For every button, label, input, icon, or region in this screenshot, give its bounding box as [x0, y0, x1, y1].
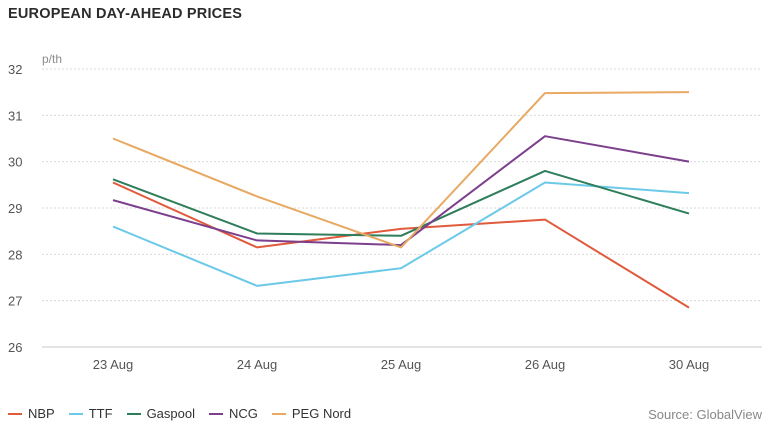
legend-item: TTF — [68, 406, 113, 421]
series-lines — [112, 91, 690, 309]
legend-label: TTF — [88, 406, 113, 421]
x-axis-ticks: 23 Aug 24 Aug 25 Aug 26 Aug 30 Aug — [93, 357, 710, 372]
legend-item: NBP — [8, 406, 55, 421]
chart-title: EUROPEAN DAY-AHEAD PRICES — [8, 6, 243, 22]
legend-swatch — [208, 412, 223, 415]
source-note: Source: GlobalView — [648, 407, 762, 422]
series-line-ttf — [112, 181, 690, 287]
series-line-nbp — [112, 181, 690, 309]
legend-swatch — [8, 412, 22, 415]
x-tick-label: 30 Aug — [669, 357, 710, 372]
legend-item: NCG — [208, 406, 258, 421]
line-chart: p/th 26 27 28 29 30 31 32 23 Aug 24 Aug 25 Aug 26… — [8, 52, 762, 372]
series-line-ncg — [112, 135, 690, 247]
legend-item: Gaspool — [126, 406, 195, 421]
x-tick-label: 26 Aug — [525, 357, 566, 372]
legend-swatch — [126, 412, 141, 415]
y-tick-label: 29 — [8, 201, 22, 216]
x-tick-label: 24 Aug — [237, 357, 278, 372]
legend-label: PEG Nord — [291, 406, 352, 421]
gridlines — [42, 68, 762, 348]
y-tick-label: 27 — [8, 294, 22, 309]
y-axis-ticks: 26 27 28 29 30 31 32 — [8, 62, 22, 355]
legend-swatch — [271, 412, 286, 415]
legend-label: NBP — [28, 406, 55, 421]
y-tick-label: 26 — [8, 340, 22, 355]
y-tick-label: 30 — [8, 155, 22, 170]
series-line-gaspool — [112, 169, 690, 237]
y-tick-label: 31 — [8, 108, 22, 123]
legend-item: PEG Nord — [271, 406, 352, 421]
x-tick-label: 25 Aug — [381, 357, 422, 372]
y-tick-label: 32 — [8, 62, 22, 77]
x-tick-label: 23 Aug — [93, 357, 134, 372]
legend-swatch — [68, 412, 83, 415]
y-tick-label: 28 — [8, 247, 22, 262]
series-line-peg-nord — [112, 91, 690, 249]
legend-label: Gaspool — [146, 406, 195, 421]
y-axis-unit-label: p/th — [42, 52, 62, 66]
legend: NBP TTF Gaspool NCG PEG Nord — [8, 406, 365, 421]
legend-label: NCG — [228, 406, 258, 421]
